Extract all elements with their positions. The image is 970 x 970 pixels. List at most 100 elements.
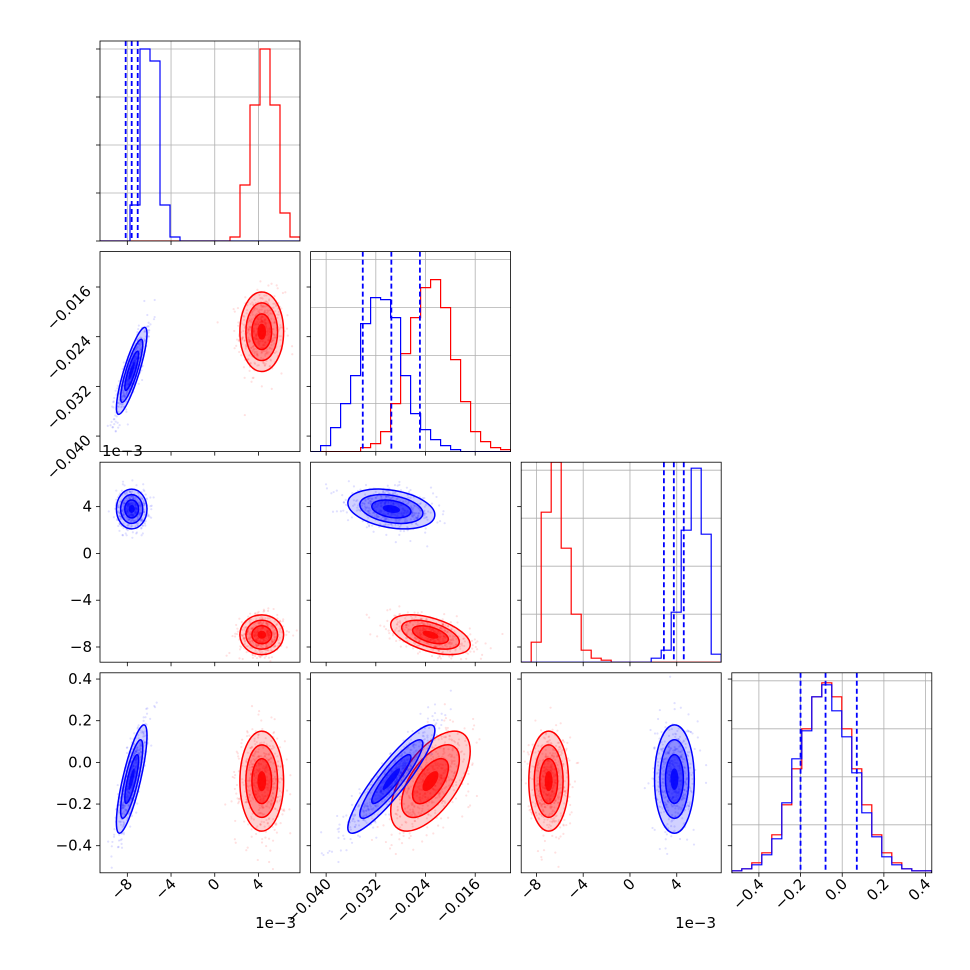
- sample-point: [373, 515, 376, 518]
- sample-point: [414, 814, 417, 817]
- sample-point: [416, 517, 419, 520]
- sample-point: [456, 753, 459, 756]
- sample-point: [408, 796, 411, 800]
- sample-point: [241, 764, 244, 767]
- sample-point: [453, 630, 456, 633]
- sample-point: [398, 519, 401, 522]
- sample-point: [264, 755, 267, 758]
- sample-point: [390, 843, 393, 847]
- sample-point: [107, 510, 110, 513]
- sample-point: [367, 511, 371, 514]
- sample-point: [403, 519, 407, 522]
- sample-point: [399, 795, 402, 798]
- sample-point: [127, 523, 131, 526]
- sample-point: [330, 492, 333, 495]
- sample-point: [471, 762, 474, 765]
- sample-point: [379, 624, 382, 627]
- sample-point: [274, 778, 278, 781]
- sample-point: [109, 424, 112, 427]
- sample-point: [261, 727, 264, 731]
- sample-point: [269, 660, 272, 663]
- sample-point: [375, 514, 378, 517]
- sample-point: [122, 804, 125, 807]
- sample-point: [331, 510, 335, 513]
- sample-point: [278, 789, 281, 793]
- sample-point: [418, 650, 421, 654]
- sample-point: [365, 809, 368, 812]
- sample-point: [450, 753, 453, 757]
- sample-point: [125, 491, 129, 494]
- sample-point: [403, 802, 406, 805]
- sample-point: [411, 633, 414, 636]
- sample-point: [120, 489, 123, 492]
- sample-point: [250, 627, 254, 630]
- sample-point: [372, 826, 375, 829]
- sample-point: [120, 405, 124, 408]
- sample-point: [270, 282, 273, 285]
- sample-point: [423, 512, 426, 515]
- sample-point: [280, 777, 284, 780]
- sample-point: [119, 820, 122, 823]
- sample-point: [252, 345, 255, 348]
- sample-point: [446, 625, 450, 628]
- sample-point: [453, 770, 457, 773]
- sample-point: [411, 514, 414, 517]
- sample-point: [126, 423, 129, 426]
- sample-point: [255, 312, 259, 315]
- sample-point: [238, 617, 241, 620]
- sample-point: [369, 812, 372, 815]
- sample-point: [273, 807, 276, 810]
- sample-point: [118, 820, 121, 823]
- sample-point: [246, 645, 250, 648]
- sample-point: [413, 504, 416, 508]
- sample-point: [474, 645, 477, 649]
- sample-point: [438, 655, 441, 658]
- sample-point: [271, 747, 274, 750]
- panel-3-3: [521, 462, 722, 663]
- sample-point: [342, 501, 346, 504]
- sample-point: [145, 497, 149, 500]
- sample-point: [269, 802, 272, 805]
- sample-point: [413, 636, 417, 639]
- sample-point: [254, 612, 257, 615]
- sample-point: [273, 781, 276, 785]
- sample-point: [233, 770, 236, 774]
- sample-point: [113, 507, 117, 510]
- sample-point: [448, 738, 451, 741]
- sample-point: [398, 798, 401, 801]
- sample-point: [243, 820, 246, 823]
- sample-point: [441, 618, 444, 621]
- sample-point: [147, 335, 150, 338]
- sample-point: [230, 800, 233, 803]
- sample-point: [122, 806, 125, 809]
- sample-point: [260, 385, 263, 388]
- sample-point: [137, 327, 140, 331]
- sample-point: [251, 812, 254, 815]
- sample-point: [125, 809, 128, 812]
- sample-point: [112, 516, 115, 519]
- sample-point: [421, 734, 424, 737]
- sample-point: [112, 418, 115, 421]
- sample-point: [252, 345, 255, 348]
- sample-point: [257, 755, 261, 758]
- sample-point: [271, 791, 274, 795]
- sample-point: [439, 657, 442, 660]
- sample-point: [262, 746, 265, 749]
- sample-point: [133, 519, 136, 523]
- sample-point: [443, 612, 446, 616]
- sample-point: [118, 514, 121, 517]
- sample-point: [255, 618, 258, 621]
- sample-point: [252, 376, 255, 379]
- sample-point: [122, 511, 125, 514]
- sample-point: [409, 834, 412, 838]
- sample-point: [273, 769, 277, 773]
- sample-point: [248, 354, 251, 357]
- sample-point: [237, 755, 240, 758]
- sample-point: [128, 497, 132, 500]
- sample-point: [394, 812, 397, 815]
- sample-point: [265, 753, 268, 756]
- sample-point: [442, 804, 445, 808]
- sample-point: [248, 340, 251, 343]
- sample-point: [259, 655, 262, 658]
- sample-point: [240, 338, 243, 341]
